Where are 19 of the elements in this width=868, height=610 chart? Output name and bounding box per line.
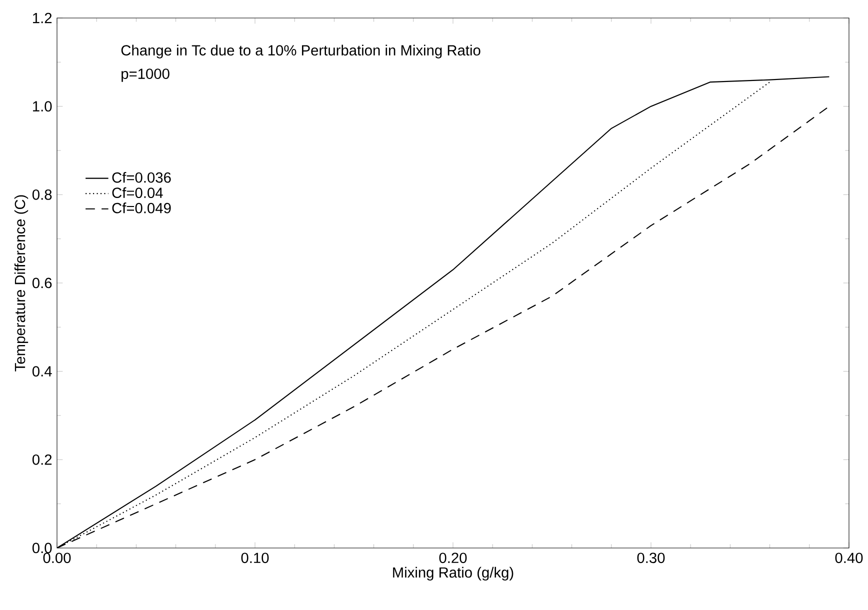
y-tick-label: 1.2 <box>33 12 52 24</box>
y-tick-label: 0.4 <box>32 366 52 377</box>
y-tick-label: 0.0 <box>32 542 52 554</box>
legend-label: Cf=0.04 <box>112 187 163 198</box>
y-tick-label: 0.2 <box>32 454 52 465</box>
legend-label: Cf=0.036 <box>112 172 171 183</box>
x-tick-label: 0.20 <box>439 552 467 564</box>
y-tick-label: 0.6 <box>32 278 52 288</box>
y-tick-label: 0.8 <box>32 189 52 200</box>
x-tick-label: 0.30 <box>637 552 665 564</box>
x-axis-title: Mixing Ratio (g/kg) <box>393 566 514 581</box>
annotation: p=1000 <box>122 68 170 82</box>
x-tick-label: 0.00 <box>43 552 71 564</box>
x-tick-label: 0.10 <box>241 552 269 564</box>
x-tick-label: 0.40 <box>835 552 863 564</box>
y-tick-label: 1.0 <box>33 101 52 112</box>
legend-label: Cf=0.049 <box>112 202 171 214</box>
annotation: Change in Tc due to a 10% Perturbation in Mixing Ratio <box>121 44 480 58</box>
y-axis-title: Temperature Difference (C) <box>14 195 28 372</box>
